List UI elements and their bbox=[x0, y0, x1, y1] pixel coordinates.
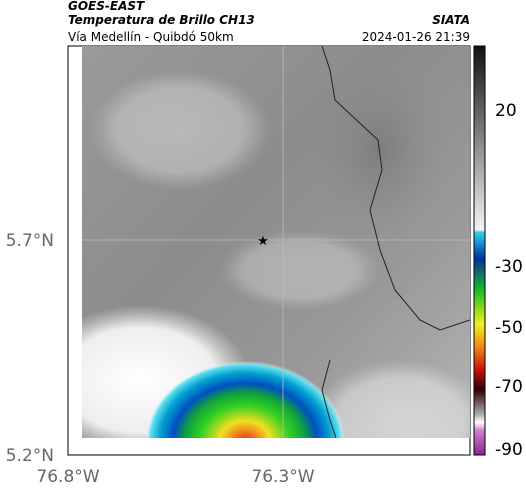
colorbar bbox=[473, 45, 486, 456]
colorbar-tick: -70 bbox=[495, 377, 523, 397]
colorbar-tick: -50 bbox=[495, 318, 523, 338]
lat-label: 5.2°N bbox=[6, 446, 54, 466]
lon-label: 76.3°W bbox=[251, 467, 314, 487]
colorbar-tick: 20 bbox=[495, 101, 517, 121]
lon-label: 76.8°W bbox=[36, 467, 99, 487]
product: Temperatura de Brillo CH13 bbox=[68, 13, 255, 27]
route: Vía Medellín - Quibdó 50km bbox=[68, 30, 234, 44]
svg-text:★: ★ bbox=[257, 234, 269, 249]
satellite: GOES-EAST bbox=[68, 0, 145, 13]
colorbar-tick: -90 bbox=[495, 440, 523, 460]
agency: SIATA bbox=[432, 13, 470, 27]
lat-label: 5.7°N bbox=[6, 231, 54, 251]
colorbar-tick: -30 bbox=[495, 257, 523, 277]
timestamp: 2024-01-26 21:39 bbox=[362, 30, 470, 44]
imagery: ★ bbox=[82, 46, 470, 438]
